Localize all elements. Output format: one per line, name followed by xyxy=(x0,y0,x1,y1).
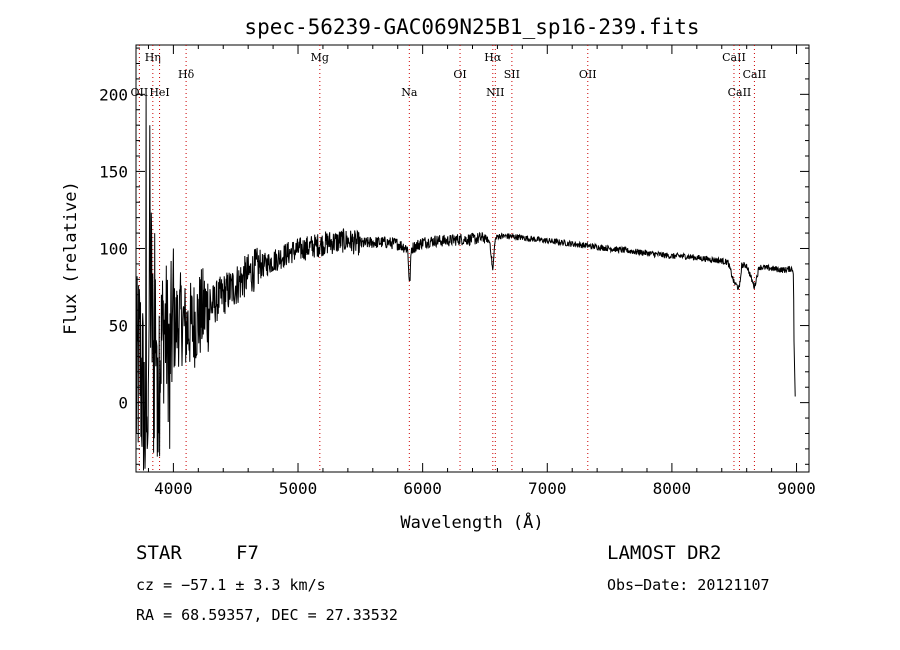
emission-line-label: CaII xyxy=(722,51,746,64)
emission-line-label: OII xyxy=(131,86,149,99)
emission-line-label: CaII xyxy=(728,86,752,99)
axis-ticks: 4000 5000 6000 7000 8000 9000 0 50 100 150 200 xyxy=(99,45,816,498)
redshift-cz: cz = −57.1 ± 3.3 km/s xyxy=(136,576,326,594)
coordinates: RA = 68.59357, DEC = 27.33532 xyxy=(136,606,398,624)
y-tick-label: 100 xyxy=(99,239,128,258)
y-tick-label: 200 xyxy=(99,85,128,104)
x-tick-label: 6000 xyxy=(403,479,442,498)
emission-line-label: Hα xyxy=(484,51,502,64)
emission-line-label: CaII xyxy=(743,68,767,81)
y-axis-label: Flux (relative) xyxy=(61,181,81,335)
emission-line-label: NII xyxy=(486,86,504,99)
survey-name: LAMOST DR2 xyxy=(607,542,721,564)
x-tick-label: 8000 xyxy=(653,479,692,498)
emission-line-label: Mg xyxy=(311,51,329,64)
emission-line-label: OII xyxy=(579,68,597,81)
object-type: STAR xyxy=(136,542,182,564)
x-axis-label: Wavelength (Å) xyxy=(400,511,543,533)
emission-line-label: HeI xyxy=(149,86,169,99)
y-tick-label: 50 xyxy=(109,317,128,336)
chart-title: spec-56239-GAC069N25B1_sp16-239.fits xyxy=(244,15,699,39)
spectral-subclass: F7 xyxy=(236,542,259,564)
y-tick-label: 0 xyxy=(118,394,128,413)
emission-line-label: OI xyxy=(453,68,466,81)
x-tick-label: 5000 xyxy=(279,479,318,498)
spectrum-line xyxy=(135,94,796,471)
emission-line-label: Hδ xyxy=(178,68,195,81)
y-tick-label: 150 xyxy=(99,162,128,181)
emission-line-label: SII xyxy=(504,68,520,81)
x-tick-label: 7000 xyxy=(528,479,567,498)
observation-date: Obs−Date: 20121107 xyxy=(607,576,770,594)
emission-line-label: Hη xyxy=(145,51,161,64)
x-tick-label: 9000 xyxy=(777,479,816,498)
emission-line-label: Na xyxy=(401,86,418,99)
x-tick-label: 4000 xyxy=(154,479,193,498)
